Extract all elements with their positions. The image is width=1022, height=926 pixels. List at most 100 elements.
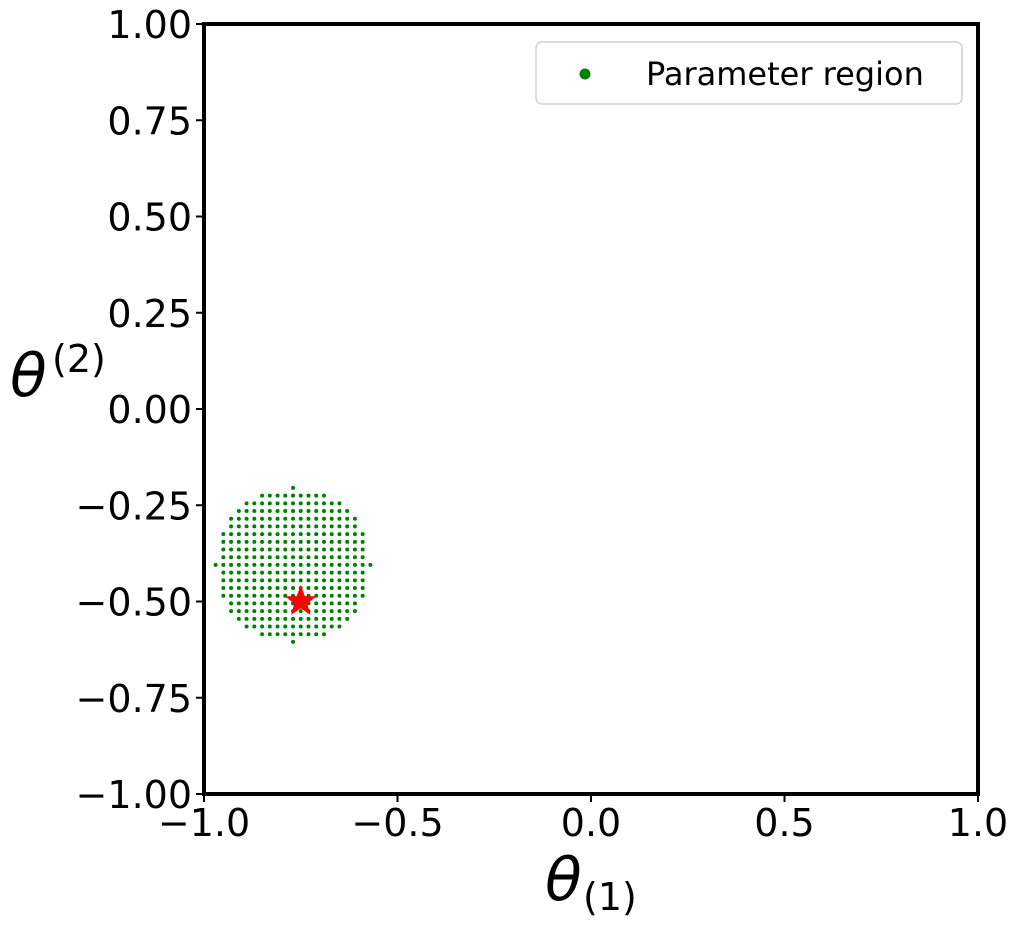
scatter-point	[345, 562, 350, 567]
scatter-point	[275, 632, 280, 637]
scatter-point	[298, 532, 303, 537]
scatter-point	[306, 562, 311, 567]
scatter-point	[229, 586, 234, 591]
scatter-point	[314, 555, 319, 560]
scatter-point	[221, 562, 226, 567]
scatter-point	[252, 532, 257, 537]
scatter-point	[345, 609, 350, 614]
scatter-point	[260, 609, 265, 614]
scatter-point	[260, 555, 265, 560]
scatter-point	[244, 616, 249, 621]
scatter-point	[236, 524, 241, 529]
scatter-point	[260, 524, 265, 529]
scatter-point	[298, 624, 303, 629]
scatter-point	[283, 547, 288, 552]
scatter-point	[298, 524, 303, 529]
highlight-layer	[285, 585, 317, 615]
points-layer	[213, 485, 373, 644]
scatter-point	[229, 601, 234, 606]
scatter-point	[360, 539, 365, 544]
scatter-point	[352, 593, 357, 598]
scatter-point	[321, 516, 326, 521]
scatter-point	[236, 547, 241, 552]
scatter-point	[337, 547, 342, 552]
scatter-point	[244, 532, 249, 537]
scatter-point	[260, 539, 265, 544]
scatter-point	[321, 524, 326, 529]
scatter-point	[275, 501, 280, 506]
scatter-point	[275, 624, 280, 629]
scatter-point	[314, 570, 319, 575]
scatter-point	[352, 524, 357, 529]
scatter-point	[244, 547, 249, 552]
scatter-point	[275, 593, 280, 598]
scatter-point	[321, 601, 326, 606]
scatter-point	[252, 616, 257, 621]
scatter-point	[229, 524, 234, 529]
plot-frame	[202, 22, 980, 796]
scatter-point	[244, 501, 249, 506]
scatter-point	[291, 485, 296, 490]
scatter-point	[267, 578, 272, 583]
scatter-point	[337, 586, 342, 591]
scatter-point	[306, 532, 311, 537]
scatter-point	[306, 547, 311, 552]
scatter-point	[352, 555, 357, 560]
scatter-point	[306, 555, 311, 560]
scatter-point	[291, 578, 296, 583]
scatter-point	[252, 555, 257, 560]
scatter-point	[244, 516, 249, 521]
scatter-point	[314, 578, 319, 583]
scatter-point	[291, 624, 296, 629]
scatter-point	[252, 624, 257, 629]
scatter-point	[244, 539, 249, 544]
scatter-point	[244, 555, 249, 560]
scatter-point	[368, 562, 373, 567]
scatter-point	[314, 532, 319, 537]
scatter-point	[329, 516, 334, 521]
scatter-point	[236, 539, 241, 544]
scatter-point	[291, 586, 296, 591]
scatter-point	[298, 547, 303, 552]
scatter-point	[321, 586, 326, 591]
scatter-point	[306, 493, 311, 498]
scatter-point	[329, 601, 334, 606]
scatter-point	[337, 555, 342, 560]
scatter-point	[298, 555, 303, 560]
scatter-point	[337, 539, 342, 544]
scatter-point	[260, 516, 265, 521]
legend-label: Parameter region	[646, 55, 924, 93]
scatter-point	[352, 570, 357, 575]
scatter-point	[236, 593, 241, 598]
scatter-point	[298, 539, 303, 544]
scatter-point	[229, 547, 234, 552]
scatter-point	[275, 547, 280, 552]
scatter-point	[321, 501, 326, 506]
scatter-point	[275, 532, 280, 537]
scatter-point	[236, 532, 241, 537]
scatter-point	[329, 555, 334, 560]
ticks-layer: −1.0 −0.5 0.0 0.5 1.0 1.00 0.75 0.50 0.25 0.00 −0.…	[76, 3, 1009, 845]
y-tick-label: −0.25	[76, 484, 192, 528]
scatter-point	[306, 516, 311, 521]
scatter-point	[337, 593, 342, 598]
scatter-point	[236, 601, 241, 606]
scatter-point	[275, 616, 280, 621]
scatter-point	[345, 516, 350, 521]
scatter-point	[337, 570, 342, 575]
scatter-point	[267, 501, 272, 506]
scatter-point	[337, 624, 342, 629]
scatter-point	[337, 501, 342, 506]
scatter-point	[345, 509, 350, 514]
scatter-point	[329, 570, 334, 575]
scatter-point	[221, 555, 226, 560]
scatter-point	[291, 632, 296, 637]
scatter-point	[314, 632, 319, 637]
scatter-point	[260, 547, 265, 552]
scatter-point	[260, 493, 265, 498]
scatter-point	[260, 532, 265, 537]
scatter-point	[244, 601, 249, 606]
scatter-point	[321, 632, 326, 637]
scatter-point	[221, 586, 226, 591]
scatter-point	[283, 555, 288, 560]
